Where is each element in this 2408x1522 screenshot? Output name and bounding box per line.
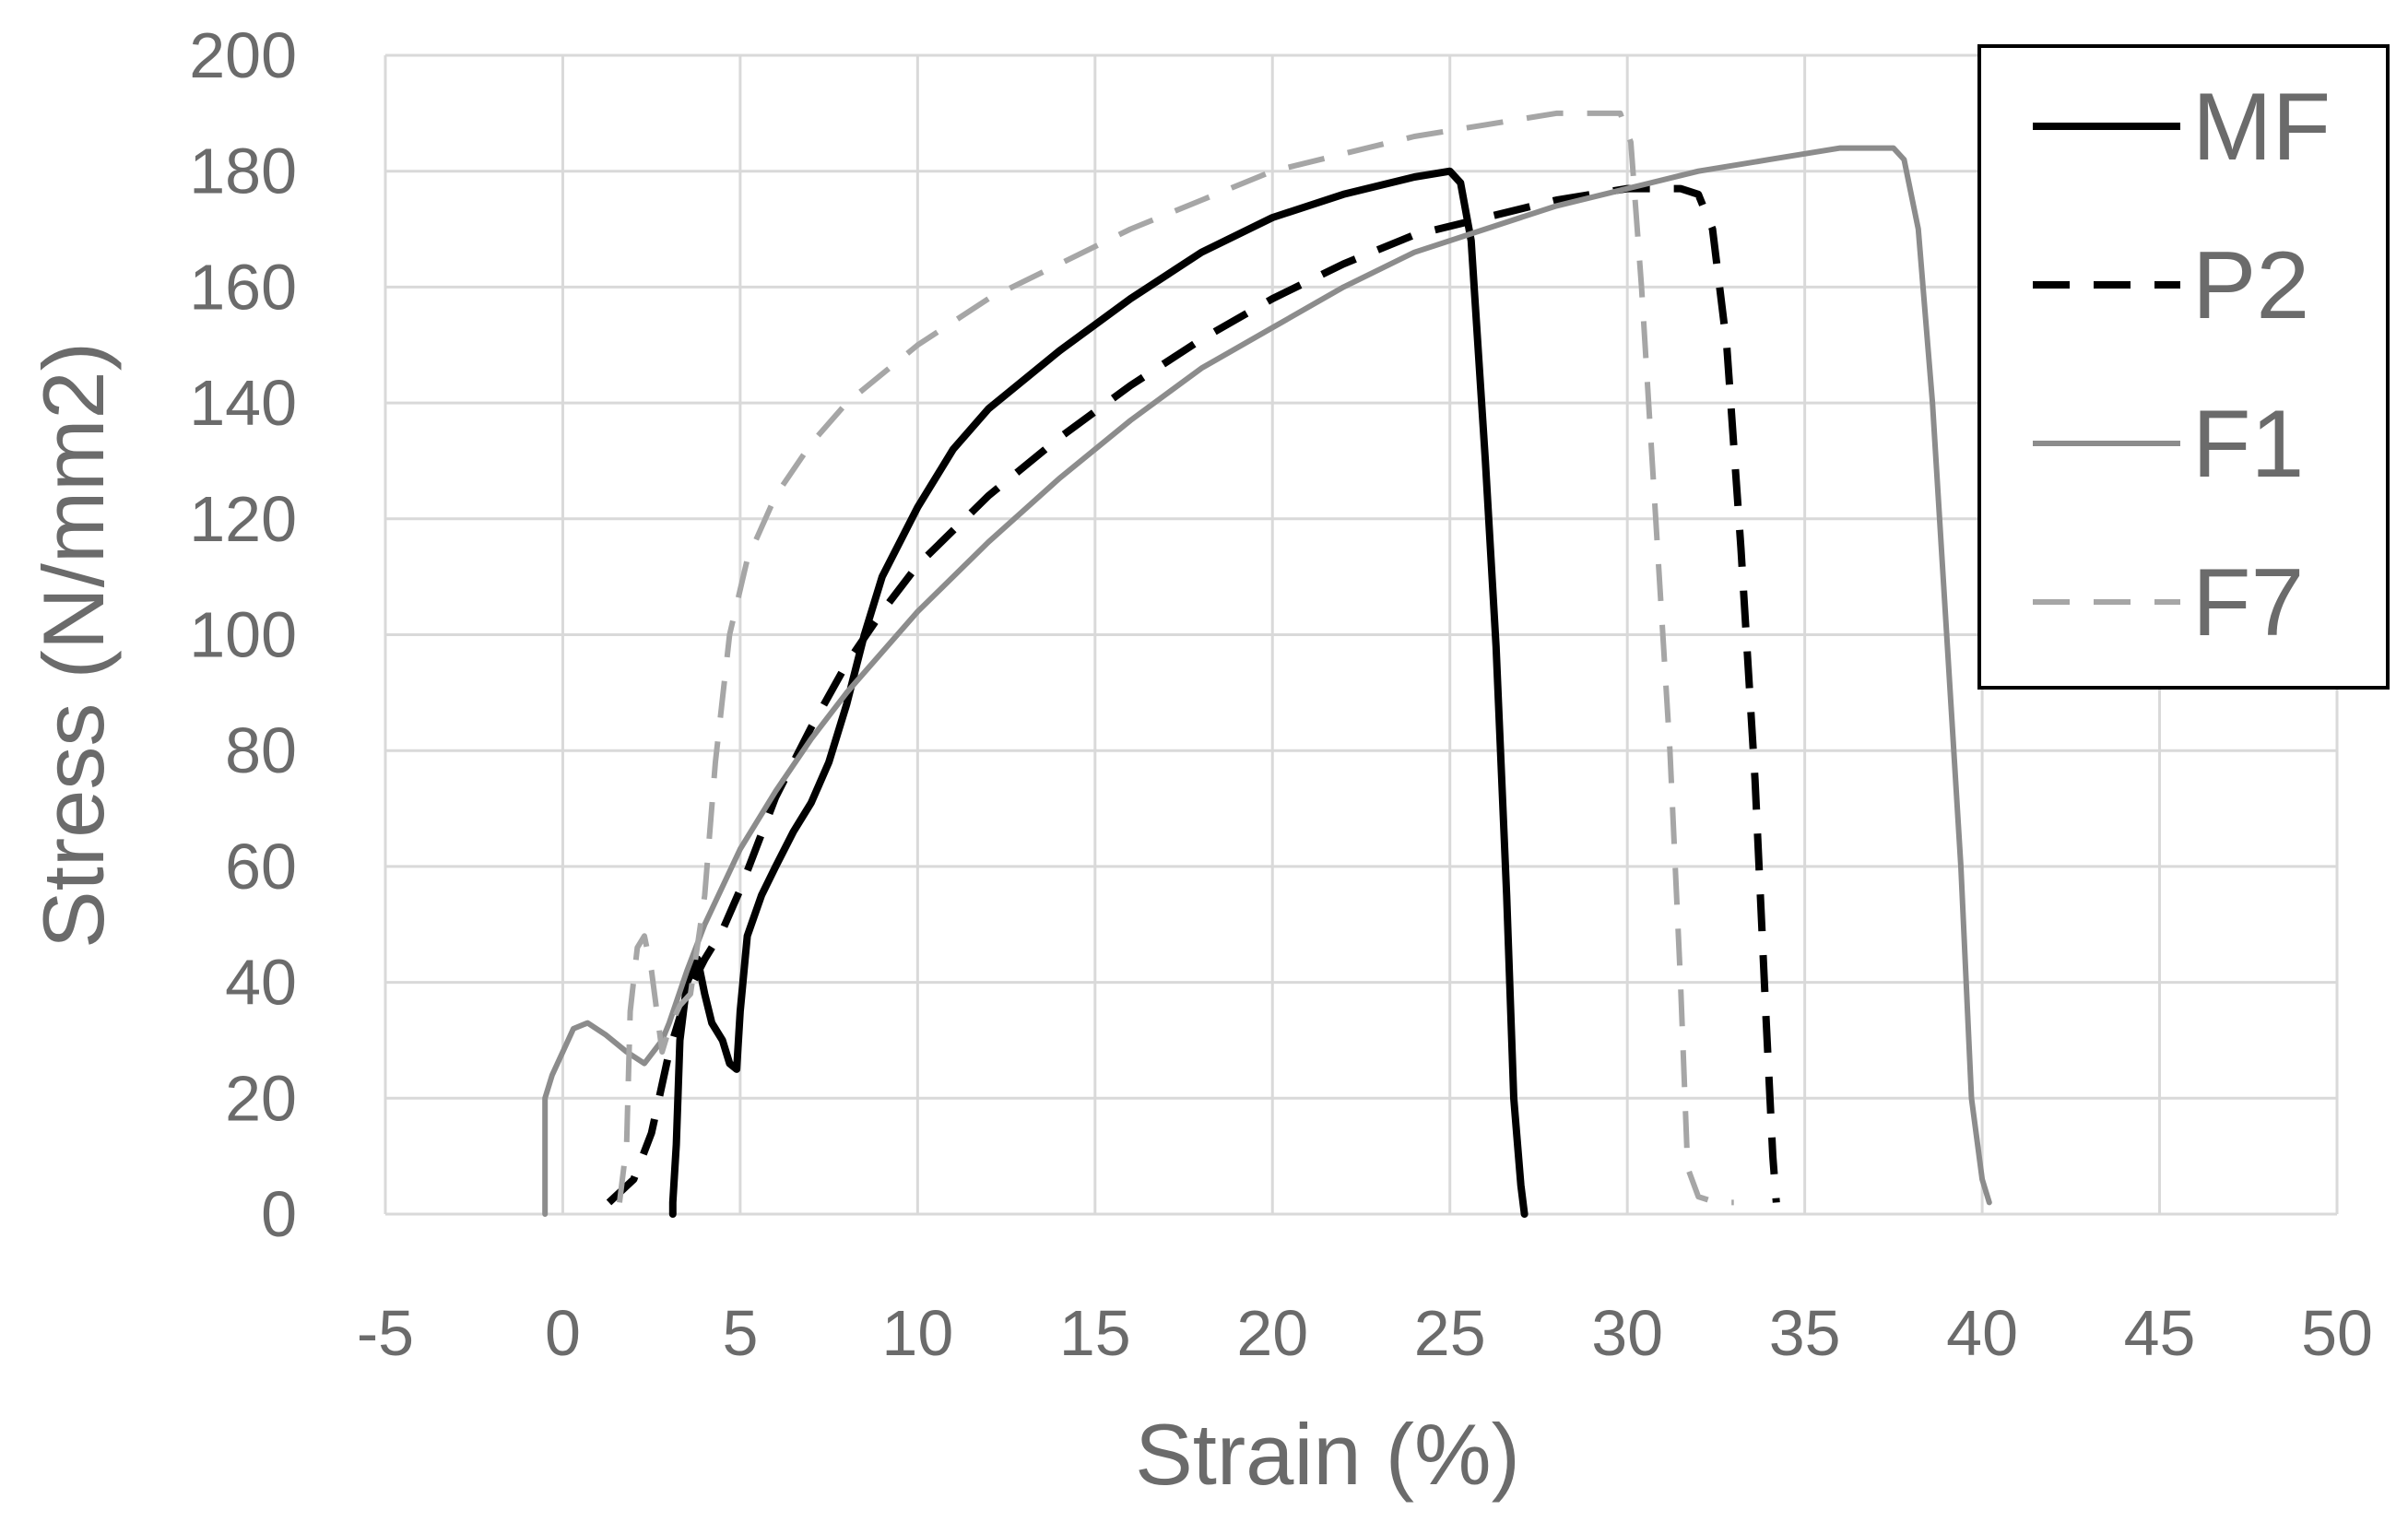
y-tick-label: 180 — [189, 136, 297, 207]
x-tick-label: 45 — [2124, 1297, 2196, 1369]
x-tick-label: -5 — [357, 1297, 414, 1369]
y-axis-ticks: 0 20 40 60 80 100 120 140 160 180 200 — [189, 19, 297, 1250]
y-tick-label: 100 — [189, 599, 297, 671]
x-tick-label: 5 — [722, 1297, 758, 1369]
series-line-f7 — [617, 110, 1734, 1206]
x-tick-label: 15 — [1059, 1297, 1131, 1369]
y-tick-label: 120 — [189, 483, 297, 555]
y-tick-label: 60 — [225, 831, 297, 903]
y-tick-label: 80 — [225, 714, 297, 786]
series-lines — [542, 110, 1992, 1218]
series-line-mf — [668, 167, 1529, 1218]
y-tick-label: 20 — [225, 1062, 297, 1134]
series-line-f1 — [542, 145, 1992, 1217]
x-tick-label: 20 — [1236, 1297, 1308, 1369]
x-tick-label: 30 — [1591, 1297, 1663, 1369]
x-tick-label: 50 — [2301, 1297, 2373, 1369]
legend-box — [1977, 44, 2390, 690]
x-axis-title: Strain (%) — [1135, 1406, 1520, 1503]
legend-label-f1: F1 — [2192, 391, 2304, 498]
x-tick-label: 25 — [1414, 1297, 1486, 1369]
x-tick-label: 10 — [881, 1297, 953, 1369]
legend-label-mf: MF — [2192, 74, 2331, 181]
y-tick-label: 200 — [189, 19, 297, 91]
y-tick-label: 40 — [225, 947, 297, 1019]
legend-label-f7: F7 — [2192, 549, 2304, 656]
y-axis-title: Stress (N/mm2) — [25, 342, 122, 949]
y-tick-label: 0 — [261, 1178, 297, 1250]
x-tick-label: 40 — [1946, 1297, 2018, 1369]
x-tick-label: 0 — [545, 1297, 581, 1369]
y-tick-label: 160 — [189, 251, 297, 323]
legend: MF P2 F1 F7 — [1977, 44, 2390, 690]
y-tick-label: 140 — [189, 367, 297, 439]
x-axis-ticks: -5 0 5 10 15 20 25 30 35 40 45 50 — [357, 1297, 2373, 1369]
x-tick-label: 35 — [1769, 1297, 1841, 1369]
legend-label-p2: P2 — [2192, 232, 2309, 339]
series-line-p2 — [606, 184, 1780, 1206]
